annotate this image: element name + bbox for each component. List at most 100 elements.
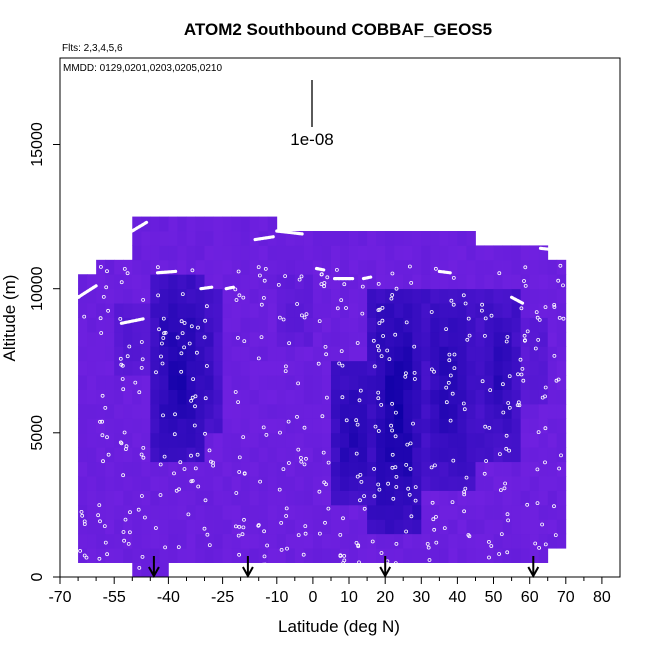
sample-marker bbox=[403, 371, 408, 376]
heatmap-cell bbox=[78, 432, 88, 448]
heatmap-cell bbox=[466, 331, 476, 347]
heatmap-cell bbox=[529, 461, 540, 477]
heatmap-cell bbox=[249, 245, 260, 261]
heatmap-cell bbox=[340, 533, 350, 549]
heatmap-cell bbox=[141, 274, 151, 290]
sample-marker bbox=[242, 339, 247, 344]
heatmap-cell bbox=[222, 274, 233, 290]
heatmap-cell bbox=[349, 548, 359, 563]
heatmap-cell bbox=[358, 245, 368, 261]
sample-marker bbox=[121, 473, 125, 478]
heatmap-cell bbox=[520, 404, 531, 419]
heatmap-cell bbox=[78, 418, 88, 434]
heatmap-cell bbox=[177, 331, 187, 347]
sample-marker bbox=[281, 317, 286, 322]
heatmap-cell bbox=[303, 274, 314, 290]
heatmap-cell bbox=[177, 504, 187, 520]
sample-marker bbox=[463, 486, 468, 491]
sample-marker bbox=[377, 487, 382, 492]
sample-marker bbox=[356, 543, 361, 548]
heatmap-cell bbox=[294, 404, 305, 419]
sample-marker bbox=[235, 335, 240, 340]
sample-marker bbox=[559, 453, 563, 458]
sample-marker bbox=[335, 306, 340, 311]
heatmap-cell bbox=[493, 245, 503, 261]
sample-marker bbox=[261, 295, 266, 300]
heatmap-cell bbox=[303, 519, 314, 535]
sample-marker bbox=[323, 520, 327, 525]
heatmap-cell bbox=[358, 288, 368, 304]
sample-marker bbox=[466, 533, 471, 537]
heatmap-cell bbox=[204, 288, 214, 304]
heatmap-cell bbox=[367, 274, 377, 290]
sample-marker bbox=[322, 284, 327, 289]
flight-track bbox=[437, 269, 452, 275]
sample-marker bbox=[376, 348, 381, 353]
sample-marker bbox=[256, 523, 261, 528]
heatmap-cell bbox=[96, 432, 106, 448]
sample-marker bbox=[344, 418, 349, 423]
heatmap-cell bbox=[457, 245, 467, 261]
sample-marker bbox=[340, 363, 345, 368]
heatmap-cell bbox=[87, 288, 97, 304]
flight-tracks bbox=[76, 220, 568, 325]
flight-track bbox=[116, 220, 149, 242]
heatmap-cell bbox=[330, 519, 341, 535]
sample-marker bbox=[504, 446, 509, 451]
heatmap-cell bbox=[349, 317, 359, 333]
heatmap-cell bbox=[285, 245, 296, 261]
sample-marker bbox=[521, 378, 526, 383]
heatmap-cell bbox=[294, 288, 305, 304]
flight-track bbox=[314, 266, 326, 272]
heatmap-cell bbox=[186, 461, 196, 477]
heatmap-cell bbox=[123, 331, 133, 347]
heatmap-cell bbox=[403, 461, 413, 477]
heatmap-cell bbox=[556, 533, 567, 549]
sample-marker bbox=[430, 500, 435, 505]
sample-marker bbox=[387, 357, 392, 362]
sample-marker bbox=[157, 327, 161, 332]
heatmap-cell bbox=[376, 418, 386, 434]
sample-marker bbox=[193, 394, 198, 399]
sample-marker bbox=[98, 419, 102, 424]
heatmap-cell bbox=[475, 331, 485, 347]
heatmap-cell bbox=[430, 476, 440, 491]
heatmap-cell bbox=[240, 461, 251, 477]
heatmap-cell bbox=[168, 303, 178, 318]
sample-marker bbox=[153, 526, 158, 530]
heatmap-cell bbox=[168, 418, 178, 434]
heatmap-cell bbox=[213, 504, 223, 520]
heatmap-cell bbox=[511, 548, 522, 563]
sample-marker bbox=[556, 278, 561, 283]
heatmap-cell bbox=[340, 245, 350, 261]
sample-marker bbox=[561, 316, 566, 321]
sample-marker bbox=[319, 282, 324, 287]
heatmap-cell bbox=[303, 288, 314, 304]
heatmap-cell bbox=[159, 346, 169, 362]
sample-marker bbox=[263, 562, 268, 567]
heatmap-cell bbox=[475, 533, 485, 549]
heatmap-cell bbox=[78, 303, 88, 318]
heatmap-cell bbox=[457, 533, 467, 549]
heatmap-cell bbox=[294, 303, 305, 318]
heatmap-cell bbox=[249, 331, 260, 347]
heatmap-cell bbox=[430, 274, 440, 290]
x-tick-label: 20 bbox=[376, 589, 394, 606]
sample-marker bbox=[498, 488, 503, 493]
heatmap-cell bbox=[412, 274, 422, 290]
heatmap-cell bbox=[168, 504, 178, 520]
sample-marker bbox=[262, 529, 267, 534]
heatmap-cell bbox=[484, 432, 494, 448]
heatmap-cell bbox=[78, 548, 88, 563]
heatmap-cell bbox=[231, 375, 242, 390]
heatmap-cell bbox=[267, 360, 278, 376]
heatmap-cell bbox=[267, 533, 278, 549]
sample-marker bbox=[196, 325, 200, 330]
heatmap-cell bbox=[204, 548, 214, 563]
heatmap-cell bbox=[421, 231, 431, 246]
heatmap-cell bbox=[141, 245, 151, 261]
flight-track bbox=[224, 285, 235, 291]
heatmap-cell bbox=[132, 331, 142, 347]
sample-marker bbox=[322, 480, 327, 485]
x-tick-label: -55 bbox=[103, 589, 126, 606]
